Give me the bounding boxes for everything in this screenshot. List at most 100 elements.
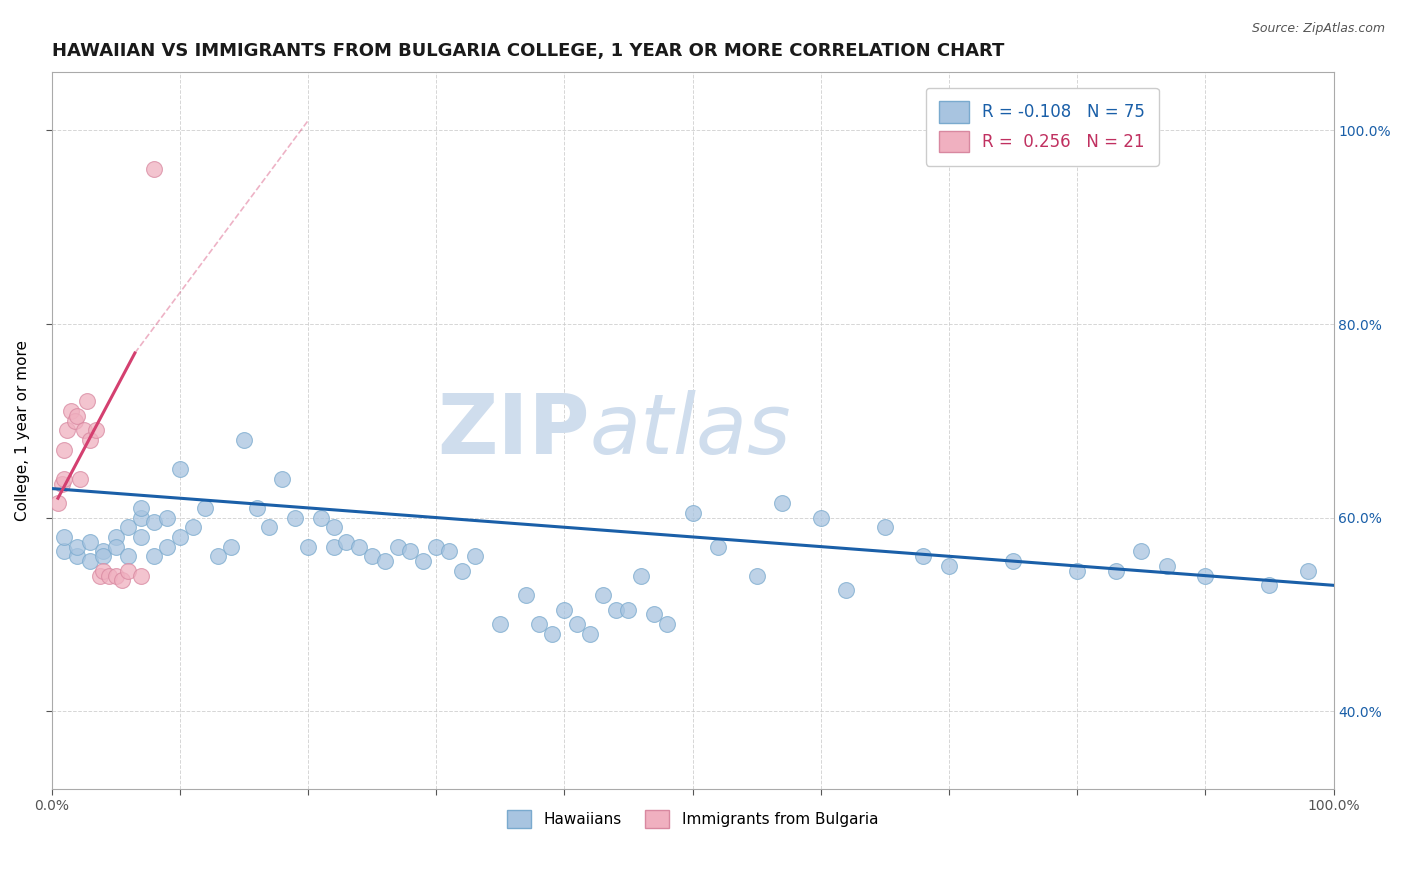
Point — [53, 442, 76, 457]
Point — [219, 540, 242, 554]
Point — [553, 602, 575, 616]
Point — [72, 424, 94, 438]
Point — [1104, 564, 1126, 578]
Point — [1001, 554, 1024, 568]
Text: ZIP: ZIP — [437, 390, 591, 471]
Legend: Hawaiians, Immigrants from Bulgaria: Hawaiians, Immigrants from Bulgaria — [501, 804, 884, 835]
Point — [89, 568, 111, 582]
Point — [605, 602, 627, 616]
Point — [322, 520, 344, 534]
Y-axis label: College, 1 year or more: College, 1 year or more — [15, 340, 30, 521]
Point — [79, 433, 101, 447]
Point — [79, 554, 101, 568]
Point — [181, 520, 204, 534]
Point — [91, 549, 114, 564]
Point — [129, 500, 152, 515]
Point — [565, 617, 588, 632]
Point — [387, 540, 409, 554]
Point — [682, 506, 704, 520]
Point — [271, 472, 294, 486]
Point — [117, 564, 139, 578]
Point — [309, 510, 332, 524]
Point — [527, 617, 550, 632]
Point — [655, 617, 678, 632]
Point — [194, 500, 217, 515]
Point — [98, 568, 121, 582]
Point — [111, 574, 134, 588]
Point — [143, 516, 166, 530]
Point — [69, 472, 91, 486]
Point — [56, 424, 79, 438]
Point — [1194, 568, 1216, 582]
Point — [59, 404, 82, 418]
Point — [515, 588, 537, 602]
Point — [450, 564, 472, 578]
Point — [745, 568, 768, 582]
Point — [540, 626, 562, 640]
Point — [835, 583, 858, 598]
Point — [53, 530, 76, 544]
Point — [156, 540, 179, 554]
Point — [630, 568, 652, 582]
Point — [707, 540, 730, 554]
Point — [938, 558, 960, 573]
Point — [873, 520, 896, 534]
Point — [143, 549, 166, 564]
Point — [643, 607, 665, 622]
Point — [335, 534, 357, 549]
Point — [66, 409, 89, 423]
Point — [169, 462, 191, 476]
Point — [617, 602, 640, 616]
Point — [374, 554, 396, 568]
Point — [425, 540, 447, 554]
Point — [347, 540, 370, 554]
Point — [169, 530, 191, 544]
Text: Source: ZipAtlas.com: Source: ZipAtlas.com — [1251, 22, 1385, 36]
Point — [117, 549, 139, 564]
Point — [1156, 558, 1178, 573]
Point — [1130, 544, 1153, 558]
Point — [207, 549, 229, 564]
Text: atlas: atlas — [591, 390, 792, 471]
Point — [104, 540, 127, 554]
Point — [91, 564, 114, 578]
Point — [91, 544, 114, 558]
Point — [129, 510, 152, 524]
Point — [322, 540, 344, 554]
Point — [117, 520, 139, 534]
Point — [46, 496, 69, 510]
Point — [1296, 564, 1319, 578]
Point — [66, 549, 89, 564]
Point — [1066, 564, 1088, 578]
Point — [246, 500, 269, 515]
Point — [912, 549, 935, 564]
Point — [53, 472, 76, 486]
Point — [86, 424, 108, 438]
Point — [143, 162, 166, 177]
Point — [284, 510, 307, 524]
Point — [51, 476, 73, 491]
Point — [770, 496, 793, 510]
Point — [592, 588, 614, 602]
Point — [1258, 578, 1281, 592]
Point — [66, 540, 89, 554]
Point — [63, 414, 86, 428]
Point — [361, 549, 384, 564]
Point — [104, 530, 127, 544]
Point — [464, 549, 486, 564]
Point — [579, 626, 602, 640]
Point — [437, 544, 460, 558]
Point — [259, 520, 281, 534]
Point — [79, 534, 101, 549]
Point — [76, 394, 98, 409]
Point — [53, 544, 76, 558]
Point — [810, 510, 832, 524]
Point — [399, 544, 422, 558]
Point — [104, 568, 127, 582]
Point — [156, 510, 179, 524]
Point — [412, 554, 434, 568]
Text: HAWAIIAN VS IMMIGRANTS FROM BULGARIA COLLEGE, 1 YEAR OR MORE CORRELATION CHART: HAWAIIAN VS IMMIGRANTS FROM BULGARIA COL… — [52, 42, 1004, 60]
Point — [489, 617, 512, 632]
Point — [297, 540, 319, 554]
Point — [129, 568, 152, 582]
